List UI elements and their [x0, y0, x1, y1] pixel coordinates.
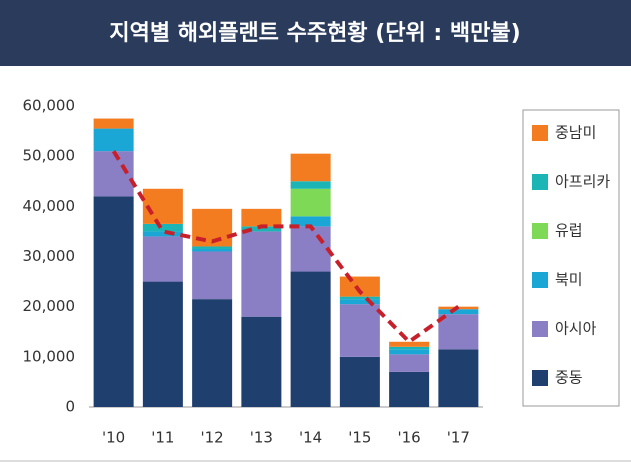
x-tick-label: '17: [447, 429, 470, 447]
legend-label: 중동: [555, 369, 583, 387]
y-tick-label: 30,000: [23, 247, 76, 265]
x-tick-label: '12: [201, 429, 224, 447]
legend-label: 아시아: [555, 320, 597, 338]
bar-segment: [389, 346, 430, 350]
bar-segment: [93, 118, 134, 129]
legend-box: [522, 109, 620, 407]
y-tick-label: 40,000: [23, 197, 76, 215]
x-tick-label: '11: [151, 429, 174, 447]
bar-segment: [389, 341, 430, 347]
bar-segment: [142, 223, 183, 232]
bar-segment: [192, 251, 233, 300]
bar-segment: [290, 181, 331, 189]
legend-swatch: [532, 272, 548, 288]
bar-segment: [241, 316, 282, 407]
y-tick-label: 20,000: [23, 297, 76, 315]
bar-segment: [290, 226, 331, 272]
chart-title: 지역별 해외플랜트 수주현황 (단위 : 백만불): [109, 21, 520, 46]
bar-segment: [389, 354, 430, 372]
bar-segment: [438, 349, 479, 407]
x-tick-label: '16: [398, 429, 421, 447]
bar-segment: [389, 371, 430, 407]
y-tick-label: 0: [65, 398, 75, 416]
bar-segment: [142, 231, 183, 237]
bar-segment: [192, 299, 233, 407]
bar-segment: [93, 151, 134, 197]
bar-segment: [93, 128, 134, 152]
x-tick-label: '13: [250, 429, 273, 447]
x-tick-label: '14: [299, 429, 322, 447]
bar-segment: [290, 271, 331, 407]
bar-segment: [438, 309, 479, 315]
bar-segment: [339, 356, 380, 407]
bar-segment: [339, 304, 380, 357]
bar-segment: [241, 208, 282, 227]
legend-label: 유럽: [555, 222, 583, 240]
bar-segment: [290, 216, 331, 227]
legend-swatch: [532, 370, 548, 386]
bar-segment: [339, 299, 380, 305]
bar-segment: [142, 281, 183, 407]
bar-segment: [290, 188, 331, 217]
x-tick-label: '10: [102, 429, 125, 447]
bar-segment: [339, 296, 380, 300]
y-tick-label: 60,000: [23, 97, 76, 115]
bar-segment: [389, 349, 430, 355]
bar-segment: [142, 236, 183, 282]
x-tick-label: '15: [348, 429, 371, 447]
bar-segment: [290, 153, 331, 182]
bar-segment: [241, 226, 282, 232]
title-banner: [0, 0, 631, 66]
bar-segment: [241, 231, 282, 317]
legend-label: 아프리카: [555, 173, 610, 191]
bar-segment: [192, 246, 233, 249]
bar-segment: [192, 248, 233, 252]
bar-segment: [438, 314, 479, 350]
legend-label: 북미: [555, 271, 583, 289]
trend-line: [111, 150, 460, 345]
legend-swatch: [532, 223, 548, 239]
legend-swatch: [532, 125, 548, 141]
legend-swatch: [532, 174, 548, 190]
y-tick-label: 10,000: [23, 347, 76, 365]
bar-segment: [93, 196, 134, 407]
legend-label: 중남미: [555, 124, 596, 142]
y-tick-label: 50,000: [23, 147, 76, 165]
legend-swatch: [532, 321, 548, 337]
